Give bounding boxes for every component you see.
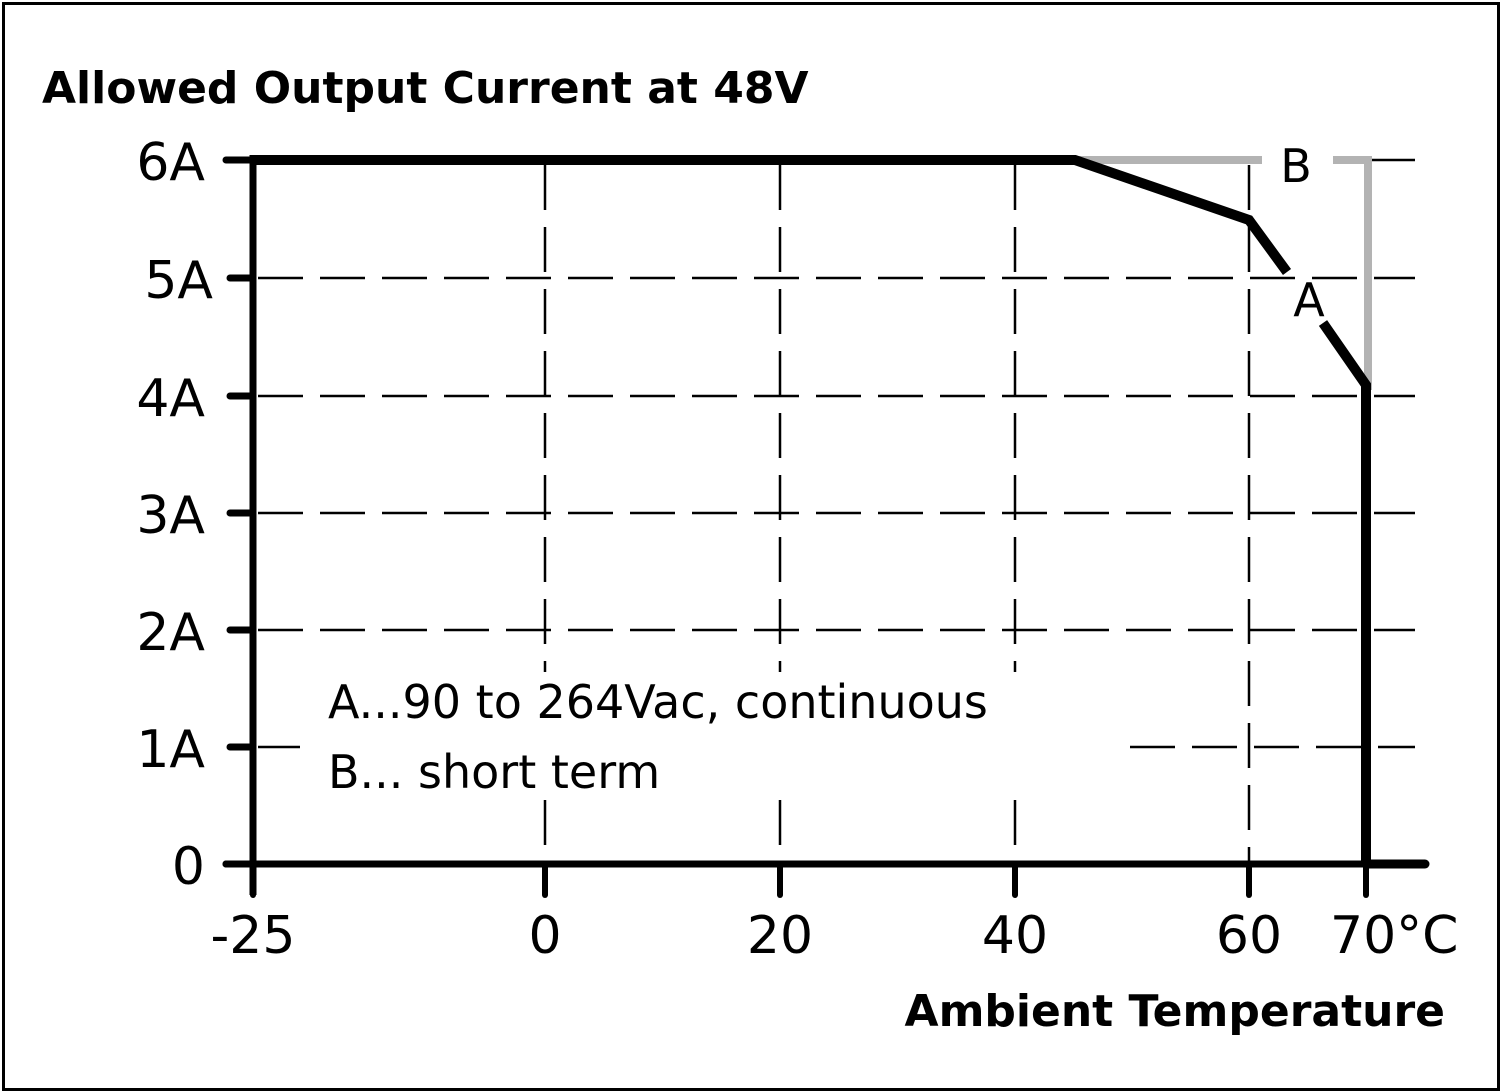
x-tick-label: 40 bbox=[982, 906, 1048, 966]
y-tick-label: 3A bbox=[136, 486, 205, 546]
curve-a-lower bbox=[1318, 320, 1371, 864]
x-tick-label: 20 bbox=[747, 906, 813, 966]
y-tick-label: 1A bbox=[136, 720, 205, 780]
y-tick-labels: 6A 5A 4A 3A 2A 1A 0 bbox=[136, 133, 213, 897]
x-tick-label: -25 bbox=[211, 906, 296, 966]
curve-a-upper bbox=[253, 155, 1292, 275]
curve-b-label-bg bbox=[1268, 140, 1328, 185]
chart-title: Allowed Output Current at 48V bbox=[42, 63, 809, 114]
x-tick-marks bbox=[250, 861, 1369, 898]
x-tick-label: 70°C bbox=[1330, 906, 1458, 966]
legend-note-a: A...90 to 264Vac, continuous bbox=[328, 675, 988, 729]
y-tick-marks bbox=[222, 156, 257, 868]
legend-bg bbox=[320, 672, 1110, 800]
x-axis-title: Ambient Temperature bbox=[905, 986, 1445, 1037]
horizontal-grid bbox=[258, 276, 1415, 749]
legend-note-b: B... short term bbox=[328, 745, 660, 799]
y-tick-label: 4A bbox=[136, 369, 205, 429]
x-tick-label: 60 bbox=[1216, 906, 1282, 966]
y-tick-label: 2A bbox=[136, 603, 205, 663]
x-tick-labels: -25 0 20 40 60 70°C bbox=[211, 906, 1459, 966]
y-tick-label: 6A bbox=[136, 133, 205, 193]
x-tick-label: 0 bbox=[528, 906, 561, 966]
curve-b-right bbox=[1333, 156, 1372, 390]
vertical-grid bbox=[543, 165, 1251, 864]
y-tick-label: 5A bbox=[144, 251, 213, 311]
curve-a-label: A bbox=[1293, 273, 1325, 327]
curve-b-label: B bbox=[1280, 139, 1312, 193]
y-tick-label: 0 bbox=[172, 837, 205, 897]
